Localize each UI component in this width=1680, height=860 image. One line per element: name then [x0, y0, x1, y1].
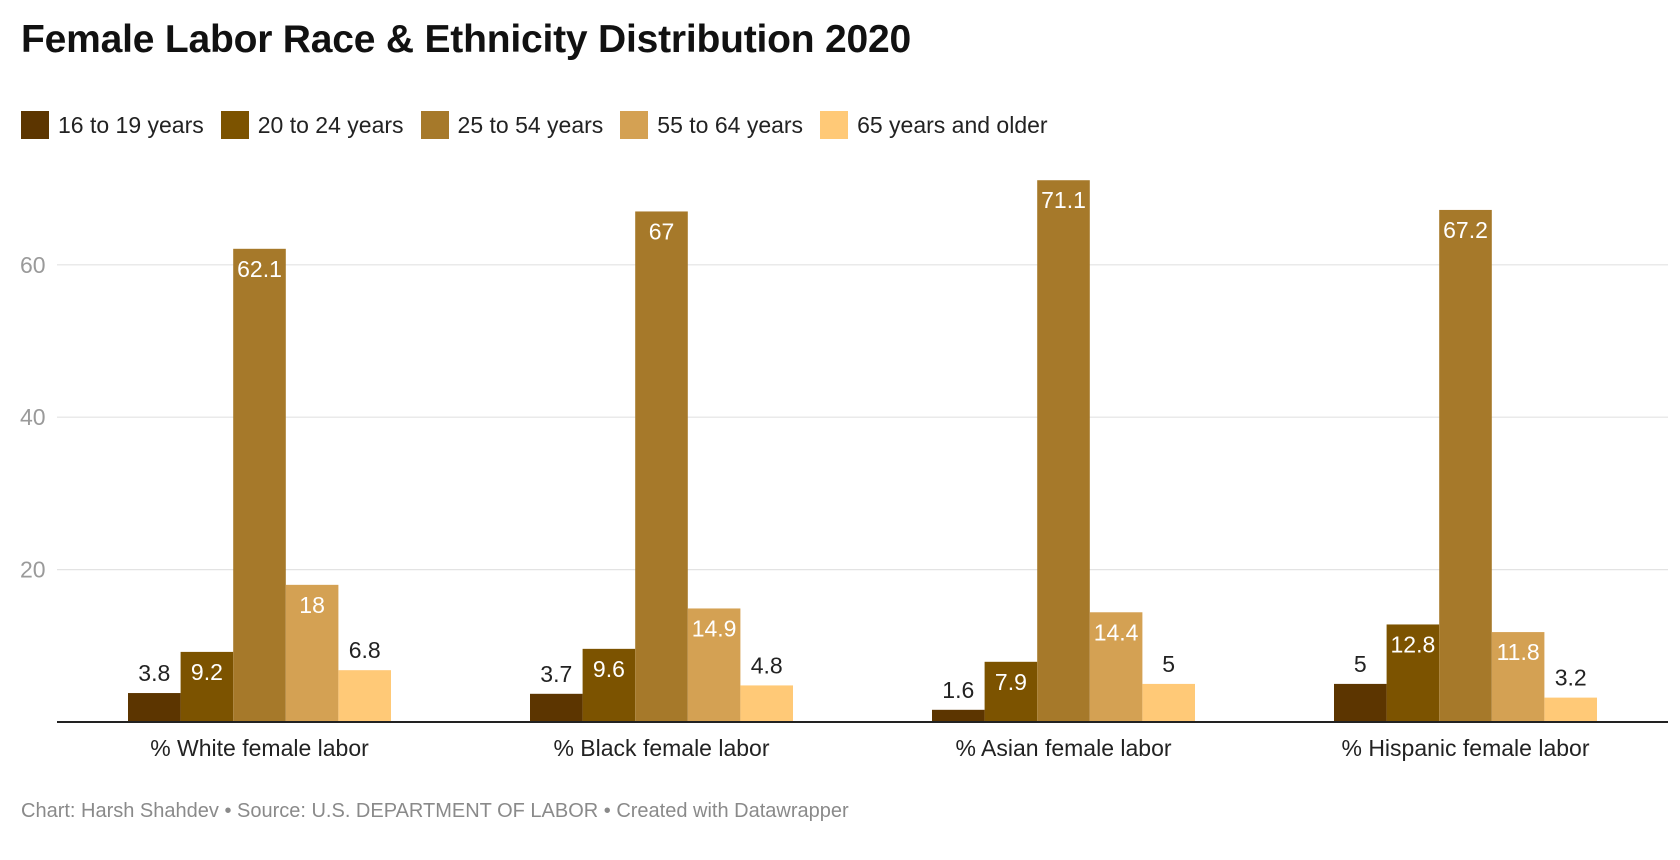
bar-value-label: 67 — [649, 218, 675, 244]
bar-value-label: 11.8 — [1497, 639, 1540, 665]
x-category-label: % White female labor — [150, 735, 369, 761]
bar-value-label: 14.9 — [692, 615, 737, 641]
bar — [233, 248, 286, 722]
bar — [635, 211, 688, 722]
bar — [1439, 209, 1492, 722]
bar — [1089, 612, 1143, 722]
bar — [984, 661, 1038, 722]
bar-value-label: 12.8 — [1391, 631, 1436, 657]
bar — [687, 608, 741, 722]
bar-value-label: 5 — [1354, 651, 1367, 677]
legend-item-16-19: 16 to 19 years — [21, 111, 204, 139]
chart-title: Female Labor Race & Ethnicity Distributi… — [21, 18, 911, 61]
x-category-label: % Hispanic female labor — [1341, 735, 1589, 761]
bar — [1142, 683, 1195, 722]
bar-value-label: 9.6 — [593, 656, 625, 682]
bar — [582, 648, 636, 722]
bar-value-label: 3.8 — [138, 660, 170, 686]
bar — [285, 584, 339, 722]
legend-label-25-54: 25 to 54 years — [457, 111, 604, 138]
legend-swatch-16-19 — [21, 111, 49, 139]
legend-swatch-55-64 — [620, 111, 649, 139]
bar — [128, 693, 181, 722]
legend-swatch-65-older — [820, 111, 849, 139]
chart-footer: Chart: Harsh Shahdev • Source: U.S. DEPA… — [21, 800, 849, 822]
legend-item-65-older: 65 years and older — [820, 111, 1048, 139]
bar — [530, 693, 583, 722]
bar-value-label: 3.2 — [1555, 665, 1587, 691]
legend-swatch-25-54 — [420, 111, 449, 139]
bar — [1037, 180, 1090, 722]
y-tick-label: 60 — [20, 252, 46, 278]
bar — [338, 670, 391, 722]
legend-item-20-24: 20 to 24 years — [220, 111, 404, 139]
legend-swatch-20-24 — [220, 111, 249, 139]
bar-value-label: 4.8 — [751, 652, 783, 678]
bar — [740, 685, 793, 722]
bar-value-label: 6.8 — [349, 637, 381, 663]
bar — [1544, 697, 1597, 722]
bar-value-label: 71.1 — [1041, 187, 1086, 213]
bar-value-label: 67.2 — [1443, 217, 1488, 243]
bar-value-label: 3.7 — [540, 661, 572, 687]
bar — [1334, 683, 1387, 722]
bar-value-label: 5 — [1162, 651, 1175, 677]
y-tick-label: 40 — [20, 404, 46, 430]
bar-value-label: 14.4 — [1094, 619, 1139, 645]
bar — [1386, 624, 1440, 722]
bar-value-label: 62.1 — [237, 256, 282, 282]
legend-item-25-54: 25 to 54 years — [420, 111, 604, 139]
legend-label-55-64: 55 to 64 years — [657, 111, 804, 138]
bar — [180, 651, 234, 722]
bar-value-label: 18 — [299, 592, 325, 618]
y-tick-label: 20 — [20, 557, 46, 583]
x-category-label: % Asian female labor — [955, 735, 1171, 761]
legend-item-55-64: 55 to 64 years — [620, 111, 803, 139]
bar — [1491, 632, 1545, 722]
bar-value-label: 7.9 — [995, 669, 1027, 695]
legend: 16 to 19 years 20 to 24 years 25 to 54 y… — [21, 111, 1065, 139]
legend-label-16-19: 16 to 19 years — [58, 111, 204, 138]
bar-value-label: 1.6 — [942, 677, 974, 703]
x-category-label: % Black female labor — [553, 735, 769, 761]
bar-value-label: 9.2 — [191, 659, 223, 685]
legend-label-20-24: 20 to 24 years — [257, 111, 404, 138]
legend-label-65-older: 65 years and older — [857, 111, 1048, 138]
bar — [932, 709, 985, 722]
